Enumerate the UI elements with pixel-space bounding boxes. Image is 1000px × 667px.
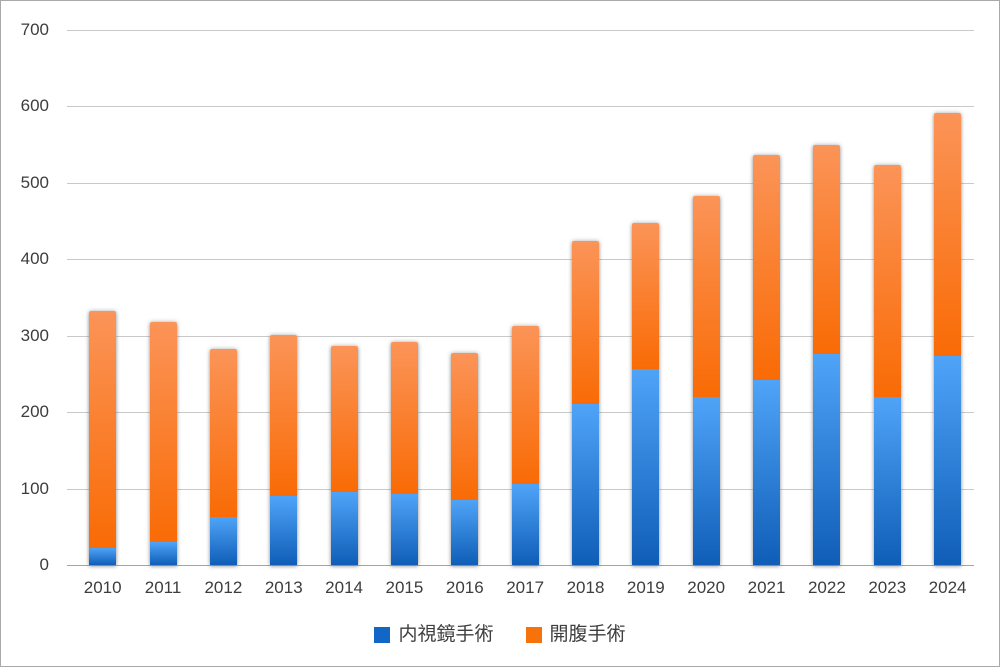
bar-2022 (813, 145, 841, 565)
bar-segment-2019-series1 (632, 223, 660, 369)
y-tick-label: 200 (20, 402, 49, 422)
bar-2013 (270, 334, 298, 565)
bar-segment-2014-series0 (330, 491, 358, 565)
bar-segment-2017-series1 (511, 325, 539, 484)
bar-segment-2021-series1 (753, 154, 781, 381)
legend-label: 内視鏡手術 (398, 624, 494, 645)
bar-2017 (511, 325, 539, 565)
x-tick-label: 2021 (747, 578, 786, 597)
bar-2014 (330, 346, 358, 565)
legend-item-series0: 内視鏡手術 (374, 624, 494, 646)
bar-segment-2024-series1 (934, 113, 962, 357)
bar-segment-2018-series0 (572, 404, 599, 565)
bar-segment-2021-series0 (753, 380, 781, 565)
bar-segment-2012-series0 (209, 516, 237, 565)
bar-segment-2013-series1 (270, 334, 298, 497)
bar-2018 (572, 240, 599, 565)
x-tick-label: 2014 (325, 578, 363, 597)
x-tick-label: 2011 (144, 578, 182, 597)
y-tick-label: 400 (20, 249, 49, 269)
bar-segment-2024-series0 (934, 356, 962, 565)
bar-2015 (390, 341, 418, 565)
x-axis-line (67, 565, 974, 566)
bar-segment-2022-series1 (813, 145, 841, 355)
bar-segment-2023-series1 (873, 165, 901, 397)
y-tick-label: 700 (20, 20, 49, 39)
bar-2012 (209, 349, 237, 565)
legend-swatch-icon (525, 627, 542, 643)
bar-2023 (873, 165, 901, 565)
y-tick-label: 100 (20, 478, 49, 498)
bar-segment-2015-series1 (390, 341, 418, 494)
bar-segment-2023-series0 (873, 396, 901, 565)
bar-segment-2018-series1 (572, 240, 599, 405)
x-tick-label: 2019 (626, 578, 665, 597)
bar-segment-2016-series1 (451, 353, 479, 501)
x-tick-label: 2016 (445, 578, 484, 597)
bar-segment-2019-series0 (632, 368, 660, 565)
bar-2024 (934, 113, 962, 565)
bar-2010 (89, 311, 117, 565)
bar-segment-2014-series1 (330, 346, 358, 492)
x-tick-label: 2024 (928, 578, 967, 597)
bar-segment-2010-series1 (89, 311, 117, 549)
bar-2020 (692, 195, 720, 565)
x-tick-label: 2013 (264, 578, 303, 597)
bar-segment-2013-series0 (270, 496, 298, 565)
bar-segment-2011-series1 (149, 321, 177, 543)
bar-segment-2010-series0 (89, 548, 117, 565)
bar-segment-2020-series1 (692, 195, 720, 397)
bar-segment-2020-series0 (692, 396, 720, 565)
bar-2016 (451, 353, 479, 565)
gridline (67, 259, 974, 261)
gridline (67, 182, 974, 184)
x-tick-label: 2017 (506, 578, 545, 597)
bar-segment-2016-series0 (451, 500, 479, 565)
bar-segment-2017-series0 (511, 483, 539, 565)
bar-2021 (753, 154, 781, 565)
bar-segment-2011-series0 (149, 542, 177, 565)
y-tick-label: 600 (20, 96, 49, 116)
x-tick-label: 2020 (687, 578, 726, 597)
legend-swatch-icon (374, 627, 391, 643)
bar-segment-2022-series0 (813, 354, 841, 565)
y-tick-label: 300 (20, 325, 49, 345)
bar-segment-2015-series0 (390, 493, 418, 565)
x-tick-label: 2015 (385, 578, 424, 597)
bar-2019 (632, 223, 660, 565)
bar-segment-2012-series1 (209, 349, 237, 517)
x-tick-label: 2023 (868, 578, 907, 597)
x-tick-label: 2010 (83, 578, 122, 597)
y-tick-label: 0 (39, 555, 49, 574)
x-tick-label: 2022 (807, 578, 846, 597)
legend-item-series1: 開腹手術 (525, 624, 626, 646)
legend: 内視鏡手術 開腹手術 (1, 623, 999, 647)
gridline (67, 30, 974, 31)
gridline (67, 106, 974, 108)
bar-2011 (149, 321, 177, 565)
y-tick-label: 500 (20, 172, 49, 192)
x-tick-label: 2018 (566, 578, 605, 597)
x-tick-label: 2012 (204, 578, 243, 597)
legend-label: 開腹手術 (549, 624, 626, 645)
